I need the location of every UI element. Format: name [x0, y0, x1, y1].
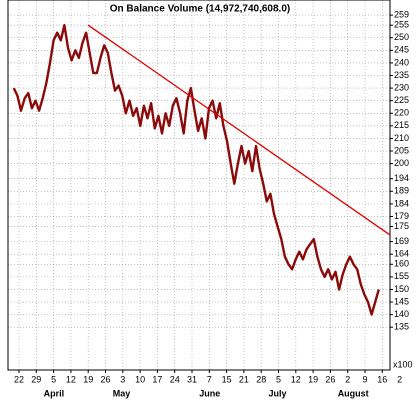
x-tick-label: 5: [51, 374, 56, 384]
y-tick-label: 225: [394, 95, 409, 105]
month-label: May: [113, 388, 131, 398]
y-tick-label: 164: [394, 249, 409, 259]
y-tick-label: 184: [394, 198, 409, 208]
y-tick-label: 250: [394, 32, 409, 42]
y-tick-label: 255: [394, 20, 409, 30]
x-tick-label: 2: [397, 374, 402, 384]
x-tick-label: 21: [239, 374, 249, 384]
x-tick-label: 5: [276, 374, 281, 384]
x-tick-label: 31: [187, 374, 197, 384]
grid: [8, 0, 390, 370]
x-tick-label: 12: [291, 374, 301, 384]
y-tick-label: 235: [394, 70, 409, 80]
x-tick-label: 19: [83, 374, 93, 384]
x-tick-label: 19: [308, 374, 318, 384]
x-tick-label: 7: [207, 374, 212, 384]
y-tick-label: 150: [394, 284, 409, 294]
month-label: August: [338, 388, 369, 398]
y-tick-label: 210: [394, 133, 409, 143]
x-tick-label: 10: [135, 374, 145, 384]
chart-title: On Balance Volume (14,972,740,608.0): [110, 4, 290, 15]
x-tick-label: 9: [362, 374, 367, 384]
line-series: [12, 24, 380, 316]
x-tick-label: 17: [152, 374, 162, 384]
month-label: April: [44, 388, 65, 398]
y-tick-label: 194: [394, 173, 409, 183]
y-tick-label: 230: [394, 82, 409, 92]
x-tick-label: 3: [120, 374, 125, 384]
y-tick-label: 259: [394, 9, 409, 19]
x-tick-label: 26: [325, 374, 335, 384]
y-tick-label: 135: [394, 322, 409, 332]
x-tick-label: 16: [377, 374, 387, 384]
x-tick-label: 26: [100, 374, 110, 384]
x-tick-label: 24: [170, 374, 180, 384]
y-tick-label: 160: [394, 259, 409, 269]
x-tick-label: 22: [14, 374, 24, 384]
y-tick-label: 155: [394, 271, 409, 281]
y-tick-label: 200: [394, 158, 409, 168]
x-tick-label: 15: [222, 374, 232, 384]
x-tick-label: 28: [256, 374, 266, 384]
x-tick-label: 2: [345, 374, 350, 384]
y-tick-label: 240: [394, 57, 409, 67]
month-label: June: [199, 388, 220, 398]
y-tick-label: 169: [394, 236, 409, 246]
month-label: July: [269, 388, 287, 398]
y-tick-label: 205: [394, 145, 409, 155]
y-tick-label: 220: [394, 108, 409, 118]
trend-line: [87, 24, 391, 236]
plot-frame: [7, 0, 391, 371]
y-tick-label: 189: [394, 186, 409, 196]
y-unit-label: x100: [393, 359, 413, 369]
y-tick-label: 215: [394, 120, 409, 130]
x-tick-label: 12: [66, 374, 76, 384]
x-tick-label: 29: [31, 374, 41, 384]
y-tick-label: 179: [394, 211, 409, 221]
y-tick-label: 145: [394, 296, 409, 306]
y-tick-label: 175: [394, 221, 409, 231]
y-tick-label: 140: [394, 309, 409, 319]
y-tick-label: 245: [394, 45, 409, 55]
